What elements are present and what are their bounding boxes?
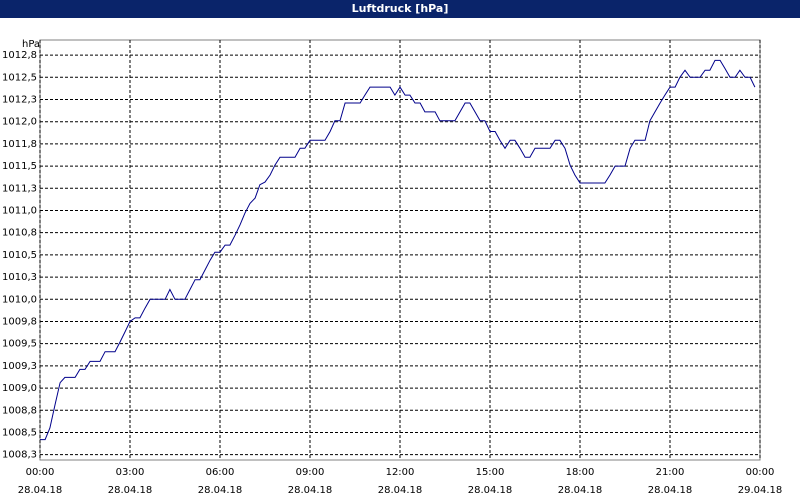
x-tick-date: 28.04.18 bbox=[648, 485, 693, 496]
y-tick-label: 1008,3 bbox=[2, 450, 37, 461]
x-tick-date: 28.04.18 bbox=[198, 485, 243, 496]
x-tick-date: 28.04.18 bbox=[288, 485, 333, 496]
y-tick-label: 1012,5 bbox=[2, 72, 37, 83]
y-unit: hPa bbox=[22, 39, 40, 50]
x-tick-label: 12:00 bbox=[386, 467, 415, 478]
y-tick-label: 1011,3 bbox=[2, 183, 37, 194]
y-tick-label: 1011,0 bbox=[2, 205, 37, 216]
x-tick-label: 09:00 bbox=[296, 467, 325, 478]
y-tick-label: 1011,8 bbox=[2, 139, 37, 150]
x-tick-date: 28.04.18 bbox=[558, 485, 603, 496]
x-tick-label: 00:00 bbox=[746, 467, 775, 478]
y-tick-label: 1008,5 bbox=[2, 427, 37, 438]
x-tick-label: 15:00 bbox=[476, 467, 505, 478]
y-tick-label: 1010,0 bbox=[2, 294, 37, 305]
title-bar bbox=[0, 0, 800, 18]
y-tick-label: 1009,0 bbox=[2, 383, 37, 394]
data-line bbox=[40, 59, 756, 441]
x-tick-label: 03:00 bbox=[116, 467, 145, 478]
y-tick-label: 1012,3 bbox=[2, 94, 37, 105]
y-tick-label: 1010,3 bbox=[2, 272, 37, 283]
y-tick-label: 1011,5 bbox=[2, 161, 37, 172]
chart-title: Luftdruck [hPa] bbox=[352, 2, 449, 15]
x-tick-label: 18:00 bbox=[566, 467, 595, 478]
y-tick-label: 1009,8 bbox=[2, 316, 37, 327]
x-tick-label: 00:00 bbox=[26, 467, 55, 478]
y-tick-label: 1012,8 bbox=[2, 50, 37, 61]
x-tick-date: 29.04.18 bbox=[738, 485, 783, 496]
y-tick-label: 1012,0 bbox=[2, 117, 37, 128]
x-tick-label: 21:00 bbox=[656, 467, 685, 478]
y-tick-label: 1008,8 bbox=[2, 405, 37, 416]
x-tick-date: 28.04.18 bbox=[468, 485, 513, 496]
y-tick-label: 1010,5 bbox=[2, 250, 37, 261]
x-tick-label: 06:00 bbox=[206, 467, 235, 478]
y-tick-label: 1009,3 bbox=[2, 361, 37, 372]
x-tick-date: 28.04.18 bbox=[378, 485, 423, 496]
y-tick-label: 1009,5 bbox=[2, 339, 37, 350]
y-tick-label: 1010,8 bbox=[2, 228, 37, 239]
x-tick-date: 28.04.18 bbox=[18, 485, 63, 496]
x-tick-date: 28.04.18 bbox=[108, 485, 153, 496]
